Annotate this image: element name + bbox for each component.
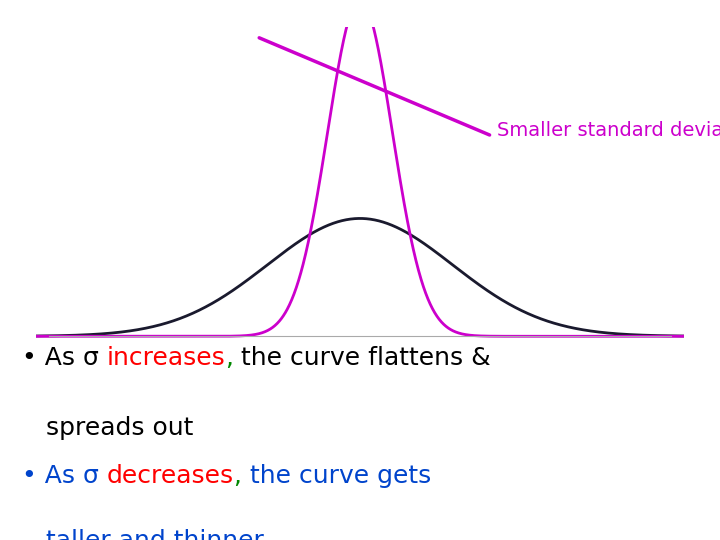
Text: decreases: decreases — [107, 464, 233, 488]
Text: spreads out: spreads out — [22, 416, 193, 440]
Text: • As σ: • As σ — [22, 346, 107, 369]
Text: the curve gets: the curve gets — [242, 464, 431, 488]
Text: Smaller standard deviation: Smaller standard deviation — [497, 122, 720, 140]
Text: • As σ: • As σ — [22, 464, 107, 488]
Text: the curve flattens &: the curve flattens & — [233, 346, 491, 369]
Text: ,: , — [225, 346, 233, 369]
Text: ,: , — [233, 464, 242, 488]
Text: taller and thinner: taller and thinner — [22, 529, 264, 540]
Text: increases: increases — [107, 346, 225, 369]
